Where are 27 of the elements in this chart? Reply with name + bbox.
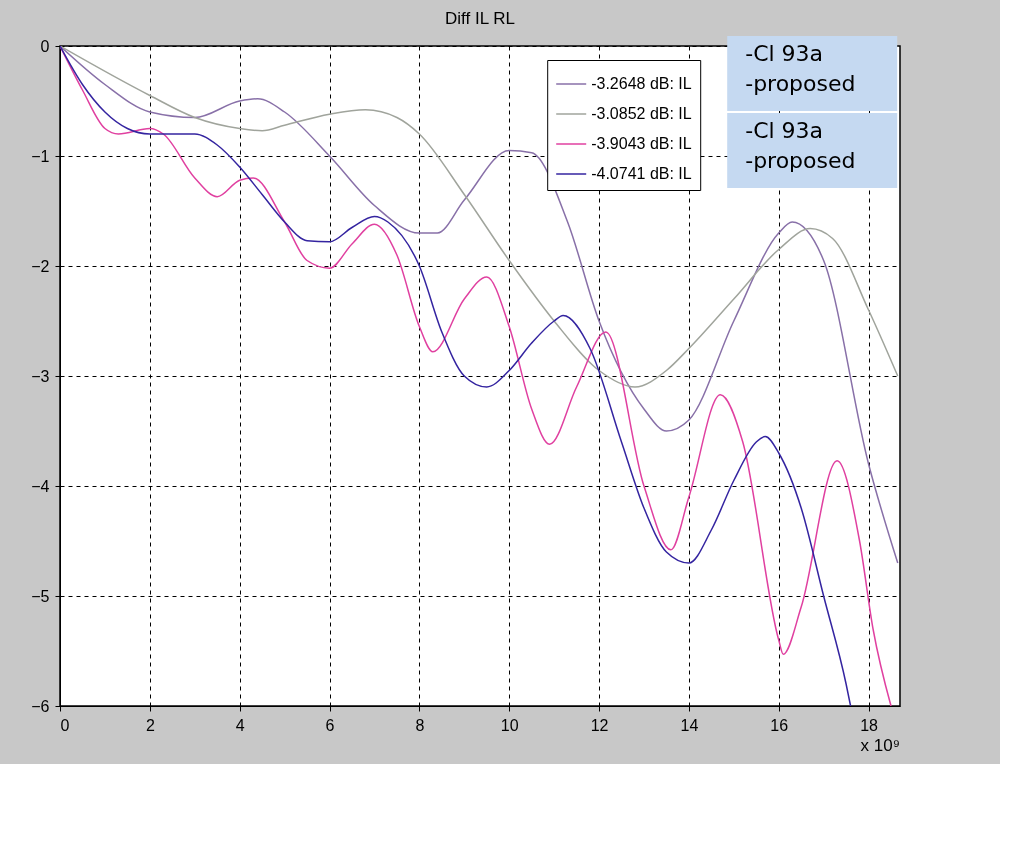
y-tick-label: −3 bbox=[31, 367, 50, 385]
line-series bbox=[60, 46, 899, 388]
legend-label: -4.0741 dB: IL bbox=[591, 165, 692, 182]
legend-label: -3.2648 dB: IL bbox=[591, 75, 692, 92]
x-tick-label: 10 bbox=[500, 716, 519, 734]
legend-label: -3.0852 dB: IL bbox=[591, 105, 692, 122]
x-tick-label: 2 bbox=[145, 716, 155, 734]
x-tick-label: 14 bbox=[680, 716, 699, 734]
chart-title: Diff IL RL bbox=[445, 9, 515, 28]
y-tick-label: −4 bbox=[31, 477, 50, 495]
y-tick-label: −5 bbox=[31, 587, 50, 605]
line-series bbox=[60, 46, 899, 564]
x-tick-label: 8 bbox=[415, 716, 425, 734]
annotation: -Cl 93a -proposed bbox=[745, 41, 856, 96]
legend-label: -3.9043 dB: IL bbox=[591, 135, 692, 152]
y-tick-label: −2 bbox=[31, 257, 50, 275]
y-tick-label: −6 bbox=[31, 697, 50, 715]
x-tick-label: 6 bbox=[325, 716, 335, 734]
y-tick-label: 0 bbox=[40, 37, 50, 55]
x-tick-label: 12 bbox=[590, 716, 609, 734]
x-tick-label: 4 bbox=[235, 716, 245, 734]
x-tick-label: 16 bbox=[770, 716, 789, 734]
text: x 10⁹ bbox=[860, 736, 900, 755]
x-tick-label: 18 bbox=[860, 716, 879, 734]
annotation: -Cl 93a -proposed bbox=[745, 118, 856, 173]
x-tick-label: 0 bbox=[60, 716, 70, 734]
y-tick-label: −1 bbox=[31, 147, 50, 165]
